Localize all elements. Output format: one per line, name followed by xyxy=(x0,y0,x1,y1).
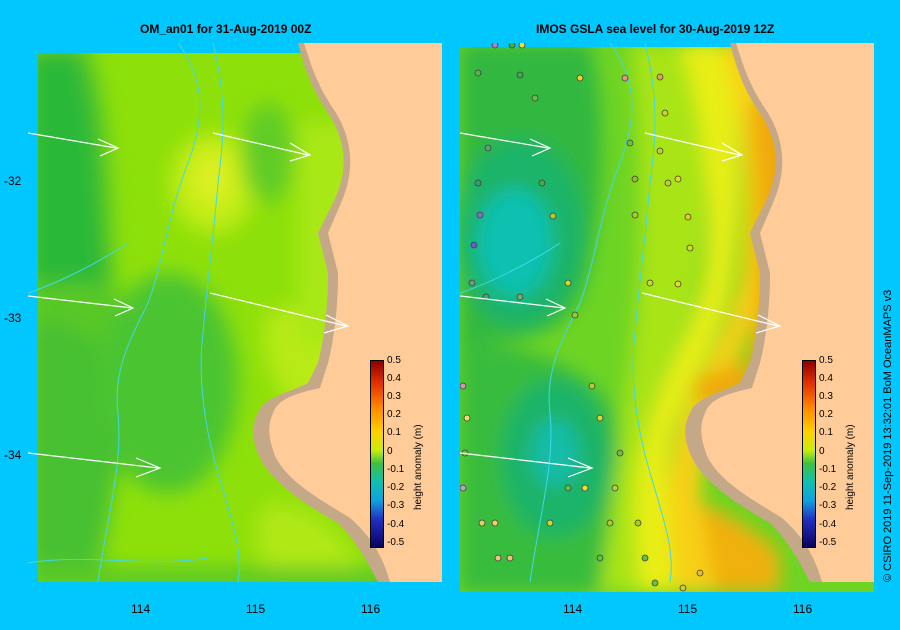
colorbar-tick: 0 xyxy=(819,446,825,457)
colorbar-tick: 0 xyxy=(387,446,393,457)
colorbar-title: height anomaly (m) xyxy=(845,424,856,510)
right-panel-title: IMOS GSLA sea level for 30-Aug-2019 12Z xyxy=(536,22,775,36)
colorbar-tick: -0.5 xyxy=(819,537,837,548)
credit-text: © CSIRO 2019 11-Sep-2019 13:32:01 BoM Oc… xyxy=(882,289,894,582)
colorbar-tick: 0.3 xyxy=(387,391,401,402)
colorbar-tick: 0.2 xyxy=(387,409,401,420)
colorbar-tick: 0.1 xyxy=(387,427,401,438)
colorbar-tick: -0.4 xyxy=(819,519,837,530)
colorbar-tick: -0.1 xyxy=(387,464,405,475)
colorbar-tick: -0.5 xyxy=(387,537,405,548)
colorbar-tick: -0.2 xyxy=(819,482,837,493)
left-colorbar xyxy=(370,360,384,548)
colorbar-tick: 0.4 xyxy=(387,373,401,384)
colorbar-tick: 0.3 xyxy=(819,391,833,402)
bathymetry-contours xyxy=(460,43,672,583)
x-tick-label: 116 xyxy=(361,602,381,616)
right-map-canvas xyxy=(460,43,874,592)
y-tick-label: -33 xyxy=(4,311,22,325)
height-anomaly-contours xyxy=(28,43,442,592)
bathymetry-contours xyxy=(28,43,240,583)
colorbar-tick: 0.5 xyxy=(387,355,401,366)
right-map xyxy=(460,43,874,592)
colorbar-tick: -0.2 xyxy=(387,482,405,493)
colorbar-tick: 0.1 xyxy=(819,427,833,438)
x-tick-label: 114 xyxy=(563,602,583,616)
colorbar-tick: 0.2 xyxy=(819,409,833,420)
x-tick-label: 115 xyxy=(678,602,698,616)
colorbar-tick: 0.4 xyxy=(819,373,833,384)
land-mass xyxy=(701,43,874,582)
observation-markers xyxy=(460,43,704,592)
y-tick-label: -32 xyxy=(4,174,22,188)
left-panel-title: OM_an01 for 31-Aug-2019 00Z xyxy=(140,22,312,36)
colorbar-tick: 0.5 xyxy=(819,355,833,366)
x-tick-label: 114 xyxy=(131,602,151,616)
left-map xyxy=(28,43,442,592)
x-tick-label: 116 xyxy=(793,602,813,616)
x-tick-label: 115 xyxy=(246,602,266,616)
left-map-canvas xyxy=(28,43,442,592)
current-vectors xyxy=(460,132,782,478)
colorbar-tick: -0.1 xyxy=(819,464,837,475)
colorbar-tick: -0.4 xyxy=(387,519,405,530)
colorbar-tick: -0.3 xyxy=(819,500,837,511)
right-colorbar xyxy=(802,360,816,548)
colorbar-title: height anomaly (m) xyxy=(413,424,424,510)
current-vectors xyxy=(28,132,350,478)
land-mass xyxy=(269,43,442,582)
y-tick-label: -34 xyxy=(4,448,22,462)
colorbar-tick: -0.3 xyxy=(387,500,405,511)
